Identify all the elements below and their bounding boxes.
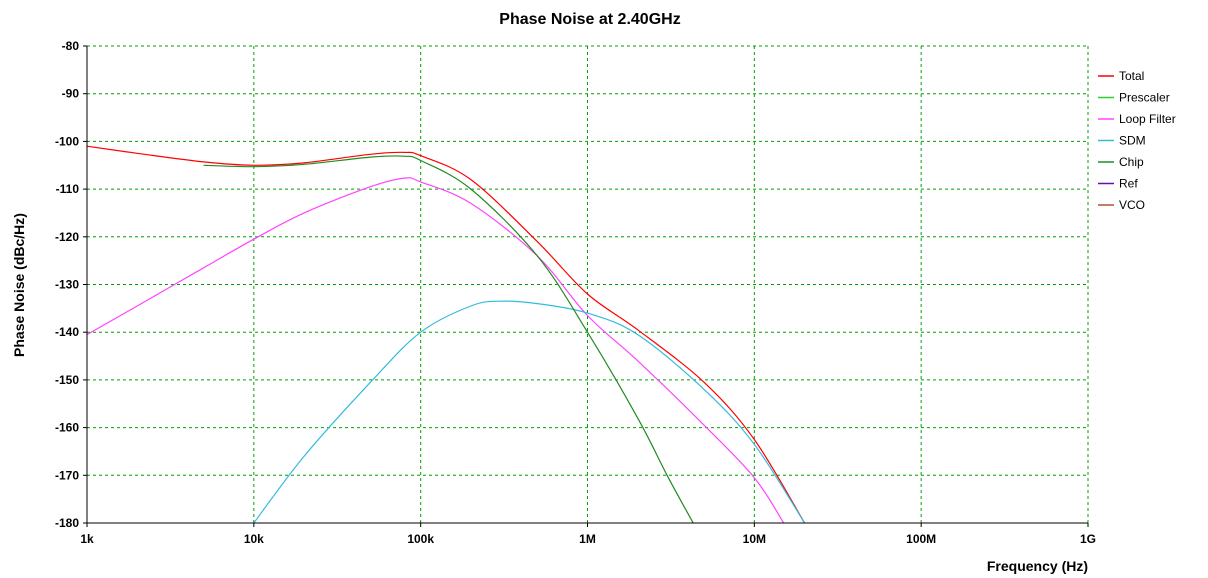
y-tick-label: -150: [55, 373, 79, 387]
y-tick-label: -100: [55, 134, 79, 148]
series-lines: [86, 145, 806, 524]
legend-label-chip: Chip: [1119, 155, 1144, 169]
y-tick-label: -170: [55, 468, 79, 482]
y-tick-label: -80: [62, 39, 80, 53]
x-tick-label: 1G: [1080, 532, 1096, 546]
y-tick-label: -130: [55, 278, 79, 292]
legend-label-total: Total: [1119, 69, 1144, 83]
y-tick-label: -160: [55, 421, 79, 435]
series-line-total: [86, 145, 806, 524]
x-tick-label: 10k: [244, 532, 264, 546]
series-line-sdm: [253, 300, 806, 524]
legend: Total Prescaler Loop Filter SDM Chip Ref VCO: [1098, 69, 1176, 212]
legend-label-vco: VCO: [1119, 198, 1145, 212]
y-tick-label: -180: [55, 516, 79, 530]
series-line-loop-filter: [86, 177, 785, 524]
chart-title: Phase Noise at 2.40GHz: [499, 11, 680, 28]
y-tick-labels: -80 -90 -100 -110 -120 -130 -140 -150 -160 -170 -1…: [55, 39, 87, 530]
x-tick-label: 10M: [743, 532, 766, 546]
x-tick-label: 100M: [906, 532, 936, 546]
x-tick-label: 1k: [80, 532, 94, 546]
y-tick-label: -90: [62, 87, 80, 101]
x-tick-labels: 1k 10k 100k 1M 10M 100M 1G: [80, 523, 1096, 546]
grid-lines: [87, 45, 1089, 523]
legend-label-prescaler: Prescaler: [1119, 91, 1170, 105]
y-axis-label: Phase Noise (dBc/Hz): [11, 213, 27, 357]
x-tick-label: 1M: [579, 532, 596, 546]
legend-label-ref: Ref: [1119, 177, 1138, 191]
y-tick-label: -110: [56, 182, 80, 196]
y-tick-label: -120: [55, 230, 79, 244]
y-tick-label: -140: [55, 325, 79, 339]
x-axis-label: Frequency (Hz): [987, 558, 1088, 574]
series-line-chip: [203, 155, 694, 524]
legend-label-sdm: SDM: [1119, 134, 1146, 148]
x-tick-label: 100k: [407, 532, 434, 546]
legend-label-loop-filter: Loop Filter: [1119, 112, 1176, 126]
